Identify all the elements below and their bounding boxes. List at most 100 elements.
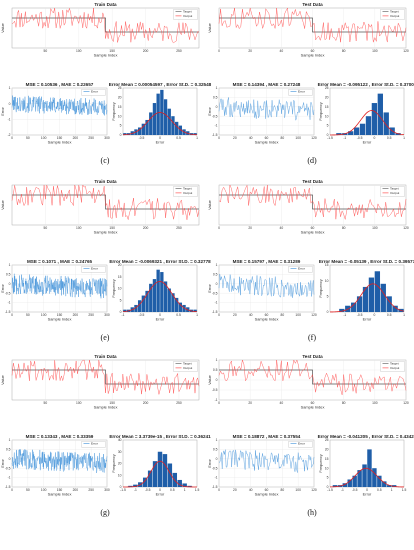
subfigure-h-error-legend-label: Error xyxy=(298,442,305,446)
subfigure-h-hist-x-tick-label: -0.5 xyxy=(352,488,358,492)
subfigure-e-error-y-label: Error xyxy=(0,283,5,292)
subfigure-d-series-legend-label: Target xyxy=(390,10,399,14)
subfigure-h-series-x-label: Sample Index xyxy=(301,405,325,410)
subfigure-h-series-y-tick-label: 0.5 xyxy=(213,368,218,372)
subfigure-e-error-x-tick-label: 0 xyxy=(11,313,13,317)
subfigure-g-hist-y-tick-label: 20 xyxy=(118,462,122,466)
subfigure-f-error-y-tick-label: -0.5 xyxy=(212,291,218,295)
subfigure-h-error-error-line xyxy=(218,449,315,473)
subfigure-c-error-x-label: Sample Index xyxy=(48,140,72,145)
subfigure-h-caption: (h) xyxy=(307,508,317,517)
subfigure-c-error-x-tick-label: 250 xyxy=(88,136,94,140)
subfigure-d-error-y-tick-label: -0.5 xyxy=(212,114,218,118)
subfigure-e-hist-bar xyxy=(160,272,164,312)
subfigure-g-hist-bar xyxy=(157,451,163,487)
subfigure-h-hist-bar xyxy=(347,479,352,487)
subfigure-g-error-x-tick-label: 300 xyxy=(104,488,110,492)
subfigure-c-hist-fit-curve xyxy=(122,112,198,136)
subfigure-f-error-legend xyxy=(288,266,313,273)
subfigure-g-hist-x-label: Error xyxy=(156,492,165,497)
subfigure-h-hist-x-tick-label: 1 xyxy=(391,488,393,492)
subfigure-d-hist-x-tick-label: -1 xyxy=(343,136,346,140)
subfigure-f-series-x-tick-label: 120 xyxy=(403,226,409,230)
subfigure-f-series-target-line xyxy=(219,194,406,210)
subfigure-e-hist-bar xyxy=(171,293,175,312)
subfigure-d-error-error-line xyxy=(218,97,315,121)
subfigure-c-hist-bar xyxy=(156,93,160,135)
subfigure-c-series-x-tick-label: 50 xyxy=(44,49,48,53)
subfigure-e-series-target-line xyxy=(12,194,199,210)
subfigure-g-hist-y-tick-label: 40 xyxy=(118,438,122,442)
subfigure-d-series-x-tick-label: 60 xyxy=(311,49,315,53)
subfigure-e-hist-bar xyxy=(152,279,157,312)
subfigure-c-hist-bar xyxy=(149,112,153,135)
subfigure-c-error-title: MSE = 0.10536 , MAE = 0.22657 xyxy=(26,82,94,87)
subfigure-f-series-legend-label: Target xyxy=(390,187,399,191)
subfigure-g-hist-bar xyxy=(182,483,187,487)
subfigure-h-series-x-tick-label: 120 xyxy=(403,401,409,405)
subfigure-f-series-x-tick-label: 80 xyxy=(342,226,346,230)
subfigure-d-hist-bar xyxy=(383,112,389,135)
subfigure-e-hist-bar xyxy=(123,309,127,312)
subfigure-f-error-x-tick-label: 20 xyxy=(233,313,237,317)
subfigure-e-hist-bar xyxy=(163,281,168,312)
subfigure-e-hist-x-tick-label: -0.5 xyxy=(139,313,145,317)
subfigure-h-series-y-tick-label: -1 xyxy=(215,398,218,402)
subfigure-h-series-x-tick-label: 100 xyxy=(372,401,378,405)
subfigure-d-error-y-tick-label: 1 xyxy=(216,86,218,90)
subfigure-e-error-legend xyxy=(81,266,106,273)
subfigure-e-error-y-tick-label: -1 xyxy=(8,301,11,305)
subfigure-d-error-y-tick-label: 0 xyxy=(216,105,218,109)
subfigure-c-hist-bar xyxy=(167,108,171,135)
subfigure-c-hist-title: Error Mean = 0.00054597 , Error St.D. = … xyxy=(109,82,212,87)
subfigure-g-series-target-line xyxy=(12,369,199,385)
subfigure-c-series-x-label: Sample Index xyxy=(94,53,118,58)
subfigure-d-error-x-tick-label: 60 xyxy=(265,136,269,140)
subfigure-g-hist-x-tick-label: 0 xyxy=(159,488,161,492)
subfigure-d-error-y-tick-label: -1 xyxy=(215,124,218,128)
subfigure-g-hist-bar xyxy=(177,479,182,487)
subfigure-d-error-x-tick-label: 20 xyxy=(233,136,237,140)
subfigure-h-series-x-tick-label: 60 xyxy=(311,401,315,405)
subfigure-e-series-title: Train Data xyxy=(94,179,117,184)
subfigure-e-series-x-tick-label: 100 xyxy=(76,226,82,230)
subfigure-f-series-title: Test Data xyxy=(302,179,323,184)
subfigure-h-series-target-line xyxy=(219,369,406,385)
subfigure-d-hist-y-tick-label: 25 xyxy=(325,86,329,90)
subfigure-c-hist-axes-box xyxy=(122,87,198,136)
subfigure-g-error-x-tick-label: 0 xyxy=(11,488,13,492)
subfigure-d-hist-bar xyxy=(359,123,366,135)
subfigure-g-error-y-tick-label: -1.5 xyxy=(5,485,11,489)
subfigure-f-hist-x-tick-label: 0.5 xyxy=(387,313,392,317)
subfigure-f-hist-bar xyxy=(368,277,375,312)
subfigure-f-caption: (f) xyxy=(308,333,316,342)
subfigure-f-hist-bar xyxy=(356,296,363,312)
subfigure-g-error-y-label: Error xyxy=(0,458,5,467)
subfigure-e-hist-x-label: Error xyxy=(156,317,165,322)
subfigure-g-error-y-tick-label: 0.5 xyxy=(6,448,11,452)
subfigure-h-series-y-tick-label: 0 xyxy=(216,378,218,382)
subfigure-h-error-x-tick-label: 0 xyxy=(218,488,220,492)
subfigure-e-hist-fit-curve xyxy=(122,281,198,313)
subfigure-g-hist-x-tick-label: -0.5 xyxy=(145,488,151,492)
subfigure-d-series-x-tick-label: 100 xyxy=(372,49,378,53)
subfigure-f-error-x-tick-label: 100 xyxy=(295,313,301,317)
subfigure-d-hist-x-tick-label: 0 xyxy=(373,136,375,140)
subfigure-h-error-x-tick-label: 120 xyxy=(311,488,317,492)
subfigure-e-error-x-tick-label: 50 xyxy=(26,313,30,317)
subfigure-c-hist-y-tick-label: 0 xyxy=(120,133,122,137)
subfigure-g-error-legend xyxy=(81,441,106,448)
subfigure-g-hist-title: Error Mean = 3.3739e-15 , Error St.D. = … xyxy=(109,434,211,439)
subfigure-h-hist-y-tick-label: 0 xyxy=(327,485,329,489)
subfigure-c-error-y-tick-label: 0 xyxy=(9,102,11,106)
subfigure-f-error-error-line xyxy=(218,273,315,298)
subfigure-f-error-y-tick-label: 0 xyxy=(216,282,218,286)
subfigure-g-hist-bar xyxy=(152,461,158,487)
subfigure-c-hist-y-tick-label: 25 xyxy=(118,86,122,90)
subfigure-f-hist-x-tick-label: -0.5 xyxy=(357,313,363,317)
subfigure-h-hist-axes-box xyxy=(329,439,405,488)
subfigure-d-hist-y-tick-label: 10 xyxy=(325,114,329,118)
subfigure-g-hist-x-tick-label: -1 xyxy=(134,488,137,492)
subfigure-f-series-x-tick-label: 60 xyxy=(311,226,315,230)
